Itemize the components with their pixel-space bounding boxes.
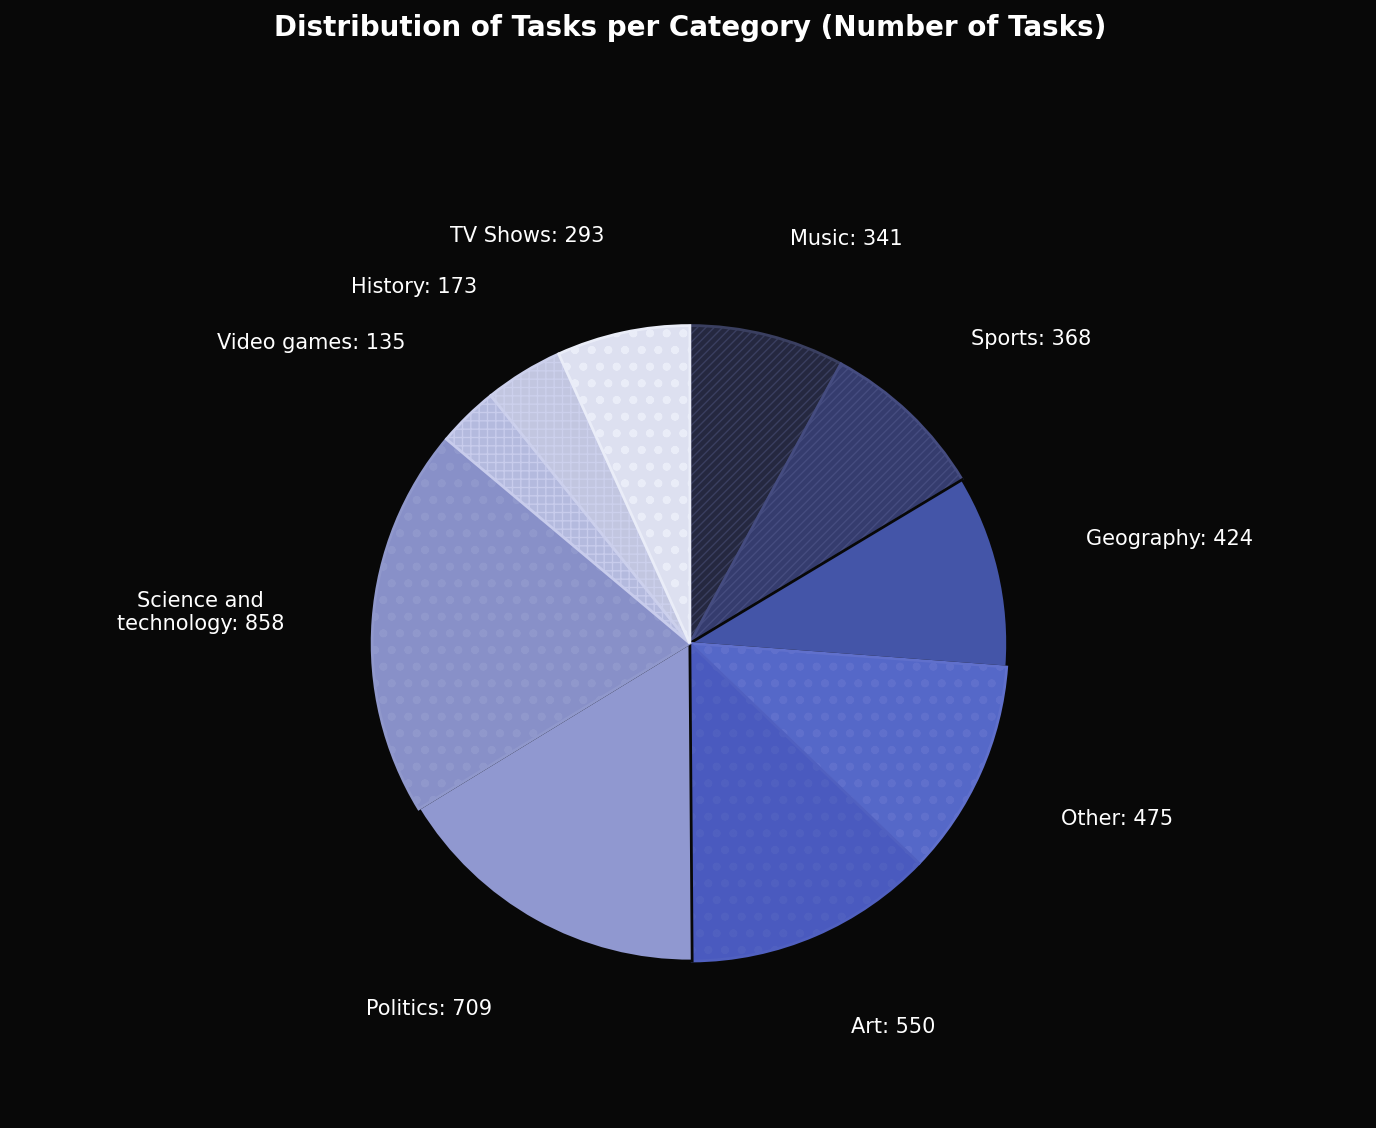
Text: Art: 550: Art: 550: [850, 1016, 936, 1037]
Text: Other: 475: Other: 475: [1061, 809, 1174, 829]
Wedge shape: [689, 326, 841, 643]
Wedge shape: [559, 326, 689, 643]
Wedge shape: [689, 643, 1007, 863]
Text: Music: 341: Music: 341: [790, 229, 903, 249]
Text: TV Shows: 293: TV Shows: 293: [450, 226, 604, 246]
Wedge shape: [491, 354, 689, 643]
Title: Distribution of Tasks per Category (Number of Tasks): Distribution of Tasks per Category (Numb…: [274, 14, 1106, 42]
Text: Politics: 709: Politics: 709: [366, 998, 493, 1019]
Wedge shape: [446, 396, 689, 643]
Wedge shape: [689, 479, 1007, 667]
Wedge shape: [689, 643, 919, 961]
Text: Video games: 135: Video games: 135: [217, 333, 406, 353]
Wedge shape: [689, 363, 962, 643]
Text: Geography: 424: Geography: 424: [1086, 529, 1252, 549]
Wedge shape: [372, 439, 689, 809]
Wedge shape: [418, 643, 692, 961]
Text: Science and
technology: 858: Science and technology: 858: [117, 591, 285, 634]
Text: Sports: 368: Sports: 368: [971, 329, 1091, 350]
Text: History: 173: History: 173: [351, 276, 477, 297]
